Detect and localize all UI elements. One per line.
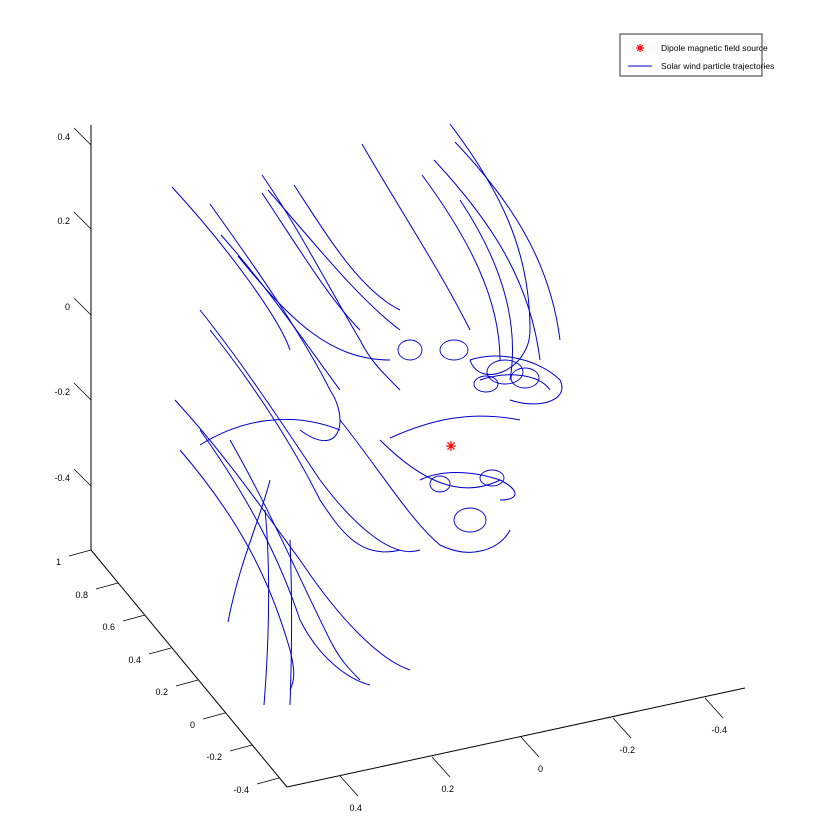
legend-asterisk-marker bbox=[636, 44, 644, 52]
trajectory-loop bbox=[453, 507, 487, 533]
trajectory-line bbox=[419, 472, 516, 501]
trajectory-line bbox=[171, 186, 291, 351]
z-tick-label: -0.2 bbox=[54, 387, 70, 397]
y-tick bbox=[256, 777, 280, 785]
y-tick-label: 1 bbox=[56, 557, 61, 567]
x-tick-label: -0.2 bbox=[619, 745, 635, 755]
y-tick bbox=[229, 744, 253, 752]
y-tick bbox=[175, 679, 199, 687]
trajectory-line bbox=[261, 174, 401, 391]
y-tick bbox=[122, 614, 146, 622]
legend-asterisk-icon bbox=[636, 44, 644, 52]
z-tick-label: 0.2 bbox=[57, 216, 70, 226]
trajectory-line bbox=[267, 189, 401, 331]
trajectory-loop bbox=[479, 469, 505, 487]
trajectory-line bbox=[220, 234, 341, 391]
y-tick bbox=[95, 582, 119, 590]
x-tick bbox=[431, 756, 451, 778]
trajectory-loop bbox=[510, 367, 540, 389]
trajectory-line bbox=[293, 184, 401, 311]
trajectory-line bbox=[261, 192, 361, 331]
z-tick bbox=[73, 382, 92, 401]
x-tick-label: -0.4 bbox=[711, 725, 727, 735]
z-tick bbox=[73, 297, 92, 316]
trajectory-line bbox=[199, 309, 421, 552]
axes: 0.4 0.2 0 -0.2 -0.4 1 0.8 0.6 0.4 0.2 0 -0.2 -0.4 0.4… bbox=[54, 125, 746, 813]
y-tick-label: 0.8 bbox=[75, 590, 88, 600]
y-tick-label: -0.2 bbox=[206, 752, 222, 762]
trajectory-line bbox=[379, 439, 501, 489]
y-tick-label: 0.2 bbox=[155, 687, 168, 697]
x-tick bbox=[339, 775, 359, 797]
x-tick bbox=[520, 736, 540, 758]
legend-label-trajectories: Solar wind particle trajectories bbox=[661, 61, 774, 71]
trajectory-line bbox=[421, 174, 501, 361]
y-tick bbox=[68, 549, 92, 557]
y-tick bbox=[148, 647, 172, 655]
y-tick bbox=[202, 712, 226, 720]
trajectory-loop bbox=[439, 339, 469, 361]
trajectory-line bbox=[339, 419, 511, 553]
legend-label-source: Dipole magnetic field source bbox=[661, 43, 768, 53]
trajectory-loop bbox=[473, 375, 499, 393]
trajectory-line bbox=[263, 509, 270, 706]
x-tick-label: 0.4 bbox=[349, 803, 362, 813]
trajectory-line bbox=[227, 479, 271, 623]
y-tick-label: 0.4 bbox=[128, 655, 141, 665]
x-tick bbox=[612, 717, 632, 739]
trajectory-layer bbox=[171, 123, 563, 706]
trajectory-line bbox=[459, 199, 513, 381]
trajectory-line bbox=[199, 429, 371, 686]
x-tick-label: 0 bbox=[538, 764, 543, 774]
trajectory-line bbox=[289, 539, 292, 706]
y-tick-label: 0 bbox=[190, 720, 195, 730]
trajectory-line bbox=[209, 329, 401, 553]
z-tick-label: -0.4 bbox=[54, 473, 70, 483]
y-axis-line bbox=[90, 549, 288, 788]
trajectory-line bbox=[199, 418, 341, 446]
dipole-source-layer bbox=[446, 441, 456, 451]
trajectory-line bbox=[179, 449, 295, 691]
trajectory-loop bbox=[429, 475, 451, 493]
trajectory-line bbox=[361, 143, 471, 331]
trajectory-line bbox=[433, 159, 541, 361]
trajectory-line bbox=[469, 355, 563, 405]
trajectory-line bbox=[174, 399, 411, 671]
z-tick-label: 0 bbox=[65, 302, 70, 312]
legend: Dipole magnetic field source Solar wind … bbox=[619, 33, 774, 77]
z-tick bbox=[73, 468, 92, 487]
z-tick-label: 0.4 bbox=[57, 132, 70, 142]
trajectory-line bbox=[229, 439, 361, 681]
trajectory-loop bbox=[397, 339, 423, 361]
trajectory-line bbox=[449, 123, 531, 375]
x-tick-label: 0.2 bbox=[441, 784, 454, 794]
x-axis-line bbox=[286, 687, 746, 788]
z-tick bbox=[73, 211, 92, 230]
trajectory-line bbox=[237, 255, 391, 361]
trajectory-loop bbox=[486, 359, 524, 385]
trajectory-line bbox=[209, 203, 341, 442]
trajectory-line bbox=[389, 415, 521, 439]
dipole-source-marker bbox=[446, 441, 456, 451]
y-tick-label: 0.6 bbox=[102, 622, 115, 632]
z-tick bbox=[73, 127, 92, 146]
x-tick bbox=[704, 697, 724, 719]
legend-box bbox=[619, 33, 763, 77]
trajectory-line bbox=[454, 141, 561, 341]
y-tick-label: -0.4 bbox=[233, 785, 249, 795]
